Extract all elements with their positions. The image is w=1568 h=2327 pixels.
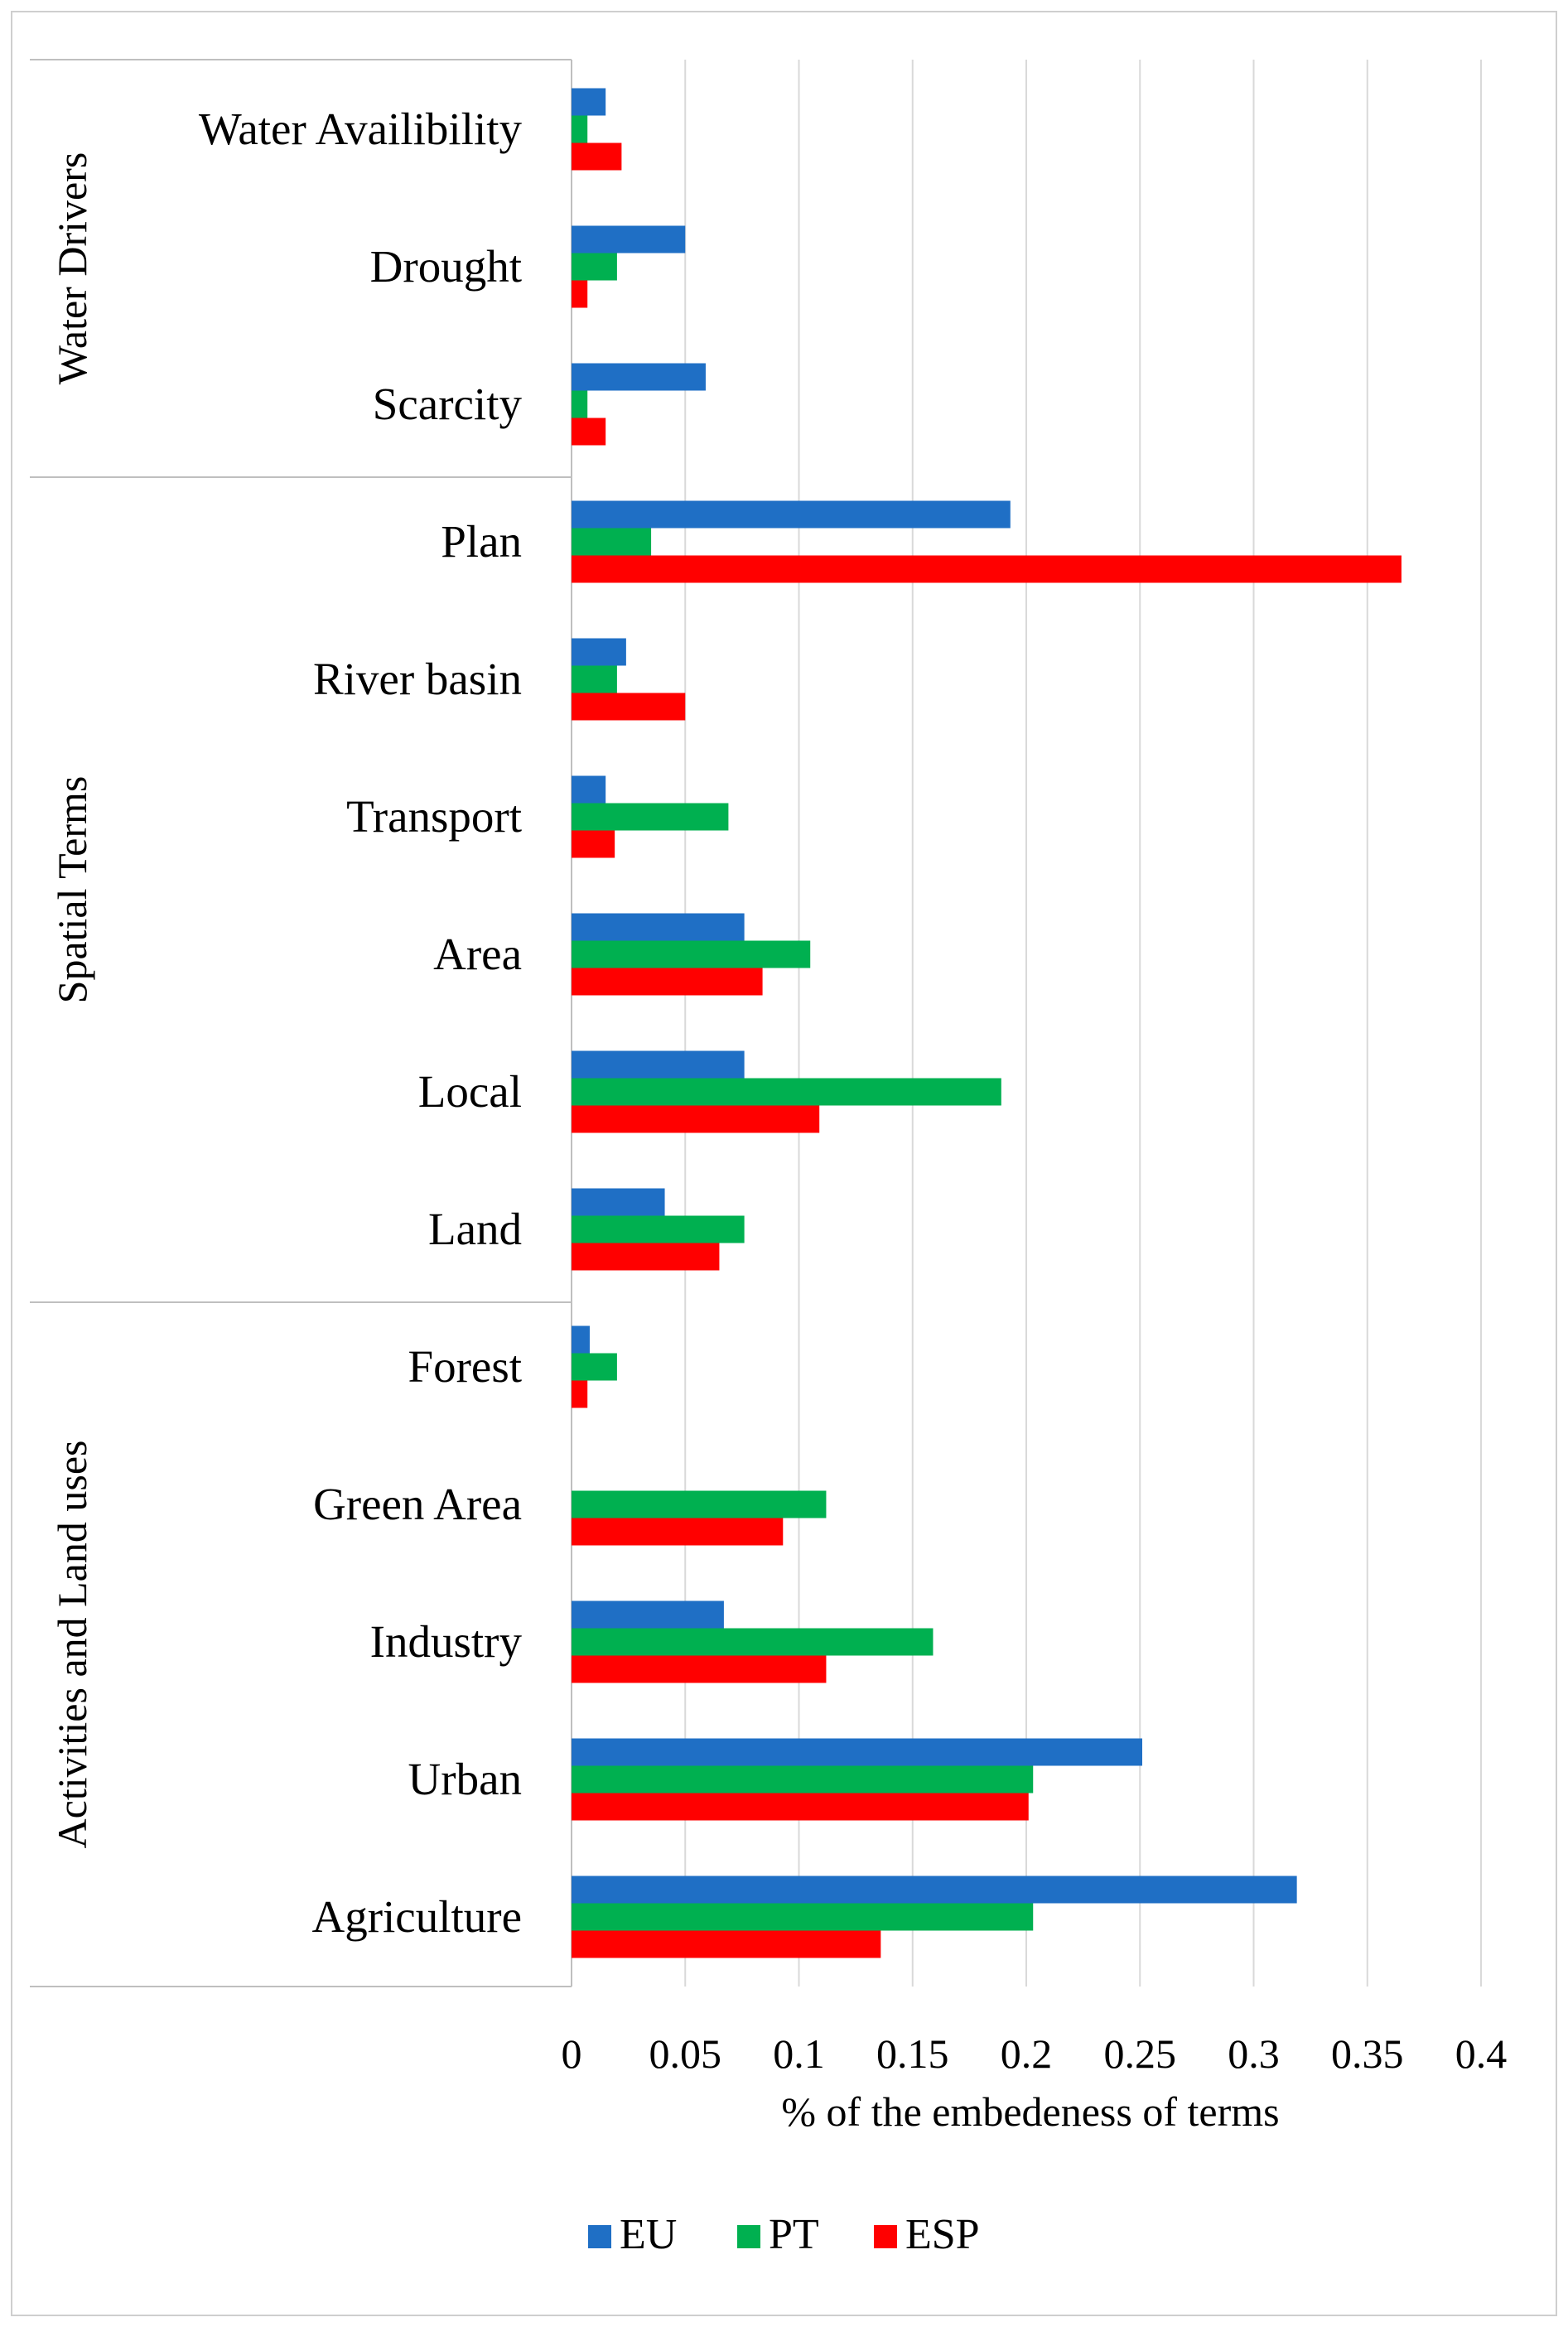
bar-esp-water-availibility — [572, 142, 622, 171]
legend-swatch-eu — [588, 2225, 611, 2248]
bar-eu-industry — [572, 1600, 724, 1629]
bar-eu-land — [572, 1188, 665, 1216]
bar-pt-drought — [572, 253, 617, 281]
category-labels: Water Availibility Drought Scarcity Plan Riv… — [199, 104, 523, 1942]
bar-esp-forest — [572, 1380, 588, 1408]
legend-swatch-pt — [737, 2225, 760, 2248]
bar-pt-local — [572, 1078, 1001, 1106]
bar-esp-drought — [572, 280, 588, 308]
bar-pt-transport — [572, 803, 729, 831]
legend-label-esp: ESP — [905, 2211, 980, 2258]
x-axis-ticks: 0 0.05 0.1 0.15 0.2 0.25 0.3 0.35 0.4 — [562, 2030, 1508, 2077]
bar-pt-plan — [572, 528, 652, 556]
group-label-activities-and-land-uses: Activities and Land uses — [49, 1441, 95, 1849]
category-label-transport: Transport — [346, 791, 522, 842]
legend-label-eu: EU — [620, 2211, 677, 2258]
bar-pt-river-basin — [572, 665, 617, 693]
bar-pt-water-availibility — [572, 115, 588, 143]
category-label-area: Area — [433, 929, 522, 979]
bar-eu-transport — [572, 775, 606, 804]
bars — [572, 88, 1402, 1958]
legend-label-pt: PT — [769, 2211, 819, 2258]
bar-pt-scarcity — [572, 390, 588, 418]
chart-border — [11, 11, 1557, 2316]
category-label-local: Local — [418, 1066, 522, 1117]
bar-eu-plan — [572, 500, 1011, 529]
category-label-river-basin: River basin — [313, 654, 522, 704]
bar-esp-river-basin — [572, 693, 686, 721]
bar-esp-scarcity — [572, 418, 606, 446]
x-tick-label: 0.15 — [876, 2030, 949, 2077]
category-label-water-availibility: Water Availibility — [199, 104, 523, 154]
x-tick-label: 0.25 — [1104, 2030, 1177, 2077]
bar-pt-urban — [572, 1765, 1034, 1794]
category-label-drought: Drought — [370, 241, 522, 292]
x-tick-label: 0.05 — [649, 2030, 722, 2077]
bar-pt-forest — [572, 1353, 617, 1381]
bar-eu-local — [572, 1050, 745, 1079]
category-label-scarcity: Scarcity — [373, 379, 523, 429]
bar-pt-agriculture — [572, 1903, 1034, 1931]
x-tick-label: 0.4 — [1455, 2030, 1508, 2077]
category-label-urban: Urban — [408, 1754, 522, 1804]
category-label-agriculture: Agriculture — [311, 1891, 522, 1942]
category-label-green-area: Green Area — [313, 1479, 522, 1529]
bar-eu-drought — [572, 225, 686, 253]
bar-eu-water-availibility — [572, 88, 606, 116]
bar-esp-area — [572, 968, 763, 996]
category-label-plan: Plan — [441, 516, 522, 567]
bar-esp-land — [572, 1243, 720, 1271]
bar-eu-forest — [572, 1325, 590, 1354]
bar-esp-local — [572, 1105, 820, 1133]
x-axis-title: % of the embedeness of terms — [781, 2088, 1279, 2135]
bar-pt-area — [572, 940, 811, 968]
category-label-land: Land — [428, 1204, 522, 1254]
bar-esp-green-area — [572, 1518, 784, 1546]
category-label-forest: Forest — [408, 1341, 523, 1392]
bar-eu-area — [572, 913, 745, 941]
x-tick-label: 0 — [562, 2030, 582, 2077]
x-tick-label: 0.2 — [1001, 2030, 1053, 2077]
legend: EU PT ESP — [588, 2211, 980, 2258]
x-tick-label: 0.1 — [773, 2030, 825, 2077]
bar-esp-urban — [572, 1793, 1029, 1821]
bar-eu-river-basin — [572, 638, 626, 666]
bar-eu-agriculture — [572, 1876, 1297, 1904]
bar-eu-scarcity — [572, 363, 706, 391]
bar-eu-urban — [572, 1738, 1142, 1766]
bar-pt-industry — [572, 1628, 934, 1656]
x-tick-label: 0.3 — [1228, 2030, 1280, 2077]
category-groups: Water Drivers Spatial Terms Activities and… — [30, 59, 572, 1987]
category-label-industry: Industry — [370, 1616, 523, 1667]
gridlines — [571, 60, 1482, 1987]
group-label-water-drivers: Water Drivers — [49, 152, 95, 385]
bar-esp-industry — [572, 1655, 827, 1683]
bar-pt-land — [572, 1215, 745, 1243]
bar-esp-transport — [572, 830, 615, 858]
x-tick-label: 0.35 — [1331, 2030, 1404, 2077]
bar-esp-plan — [572, 555, 1402, 583]
bar-esp-agriculture — [572, 1930, 881, 1958]
group-label-spatial-terms: Spatial Terms — [49, 776, 95, 1004]
bar-pt-green-area — [572, 1490, 827, 1518]
legend-swatch-esp — [874, 2225, 897, 2248]
